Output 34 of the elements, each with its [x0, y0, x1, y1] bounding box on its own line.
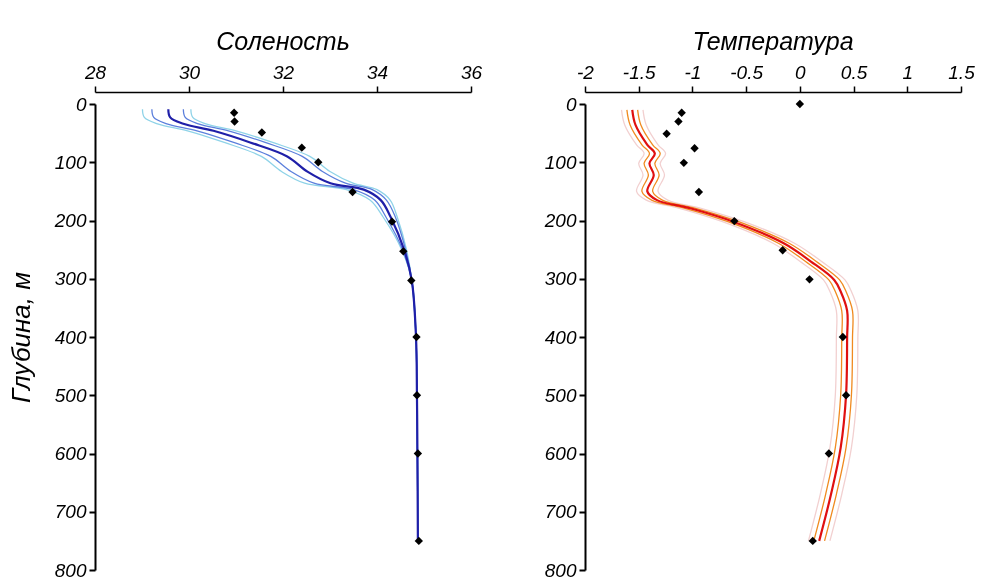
y-tick-label: 700: [54, 501, 87, 523]
chart-title: Температура: [692, 27, 854, 55]
x-tick-label: 0: [795, 61, 807, 83]
y-tick-label: 400: [544, 326, 577, 348]
chart-title: Соленость: [216, 27, 350, 55]
y-tick-label: 100: [544, 151, 577, 173]
y-tick-label: 0: [565, 93, 577, 115]
y-tick-label: 500: [54, 384, 87, 406]
y-tick-label: 800: [544, 559, 577, 580]
x-tick-label: -1: [684, 61, 702, 83]
y-tick-label: 200: [543, 210, 577, 231]
x-tick-label: 28: [83, 61, 107, 83]
y-axis-title: Глубина, м: [5, 271, 36, 404]
y-tick-label: 100: [54, 151, 87, 173]
x-tick-label: 34: [366, 61, 389, 83]
x-tick-label: -2: [577, 61, 595, 83]
y-tick-label: 600: [544, 443, 577, 464]
y-tick-label: 600: [54, 443, 87, 464]
y-tick-label: 0: [75, 93, 87, 115]
x-tick-label: 1: [902, 61, 914, 83]
x-tick-label: 1.5: [948, 61, 976, 83]
y-tick-label: 400: [54, 326, 87, 348]
x-tick-label: 36: [460, 61, 483, 83]
x-tick-label: 0.5: [840, 61, 868, 83]
x-tick-label: 32: [272, 61, 295, 83]
y-tick-label: 300: [54, 268, 87, 290]
y-tick-label: 500: [544, 384, 577, 406]
y-tick-label: 700: [544, 501, 577, 523]
x-tick-label: -0.5: [730, 61, 764, 83]
x-tick-label: 30: [178, 61, 201, 83]
y-tick-label: 300: [544, 268, 577, 290]
x-tick-label: -1.5: [622, 61, 657, 83]
y-tick-label: 200: [53, 210, 87, 231]
y-tick-label: 800: [54, 559, 87, 580]
